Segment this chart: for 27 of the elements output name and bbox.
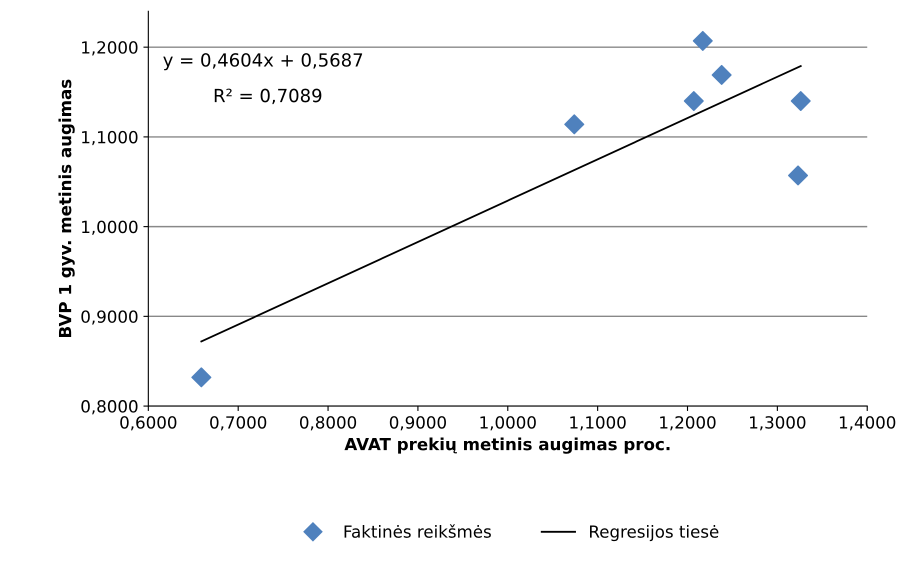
x-tick-label: 1,1000 (570, 416, 626, 430)
point (684, 90, 704, 112)
y-tick-label: 0,9000 (81, 310, 138, 325)
point (788, 165, 808, 186)
x-axis-title: AVAT prekių metinis augimas proc. (344, 437, 670, 454)
x-tick-label: 1,0000 (480, 416, 536, 430)
point (790, 90, 811, 112)
annotation: R² = 0,7089 (214, 88, 322, 104)
point (712, 64, 732, 85)
y-tick-label: 1,1000 (82, 130, 138, 146)
x-tick-label: 1,3000 (750, 416, 806, 430)
x-tick-label: 0,8000 (300, 416, 356, 430)
y-tick-label: 0,8000 (81, 400, 138, 414)
legend-label: Faktinės reikšmės (344, 524, 491, 538)
x-tick-label: 0,9000 (390, 416, 446, 430)
x-tick-label: 0,7000 (210, 416, 266, 430)
point (692, 30, 713, 51)
x-tick-label: 0,6000 (120, 416, 176, 430)
y-axis-title: BVP 1 gyv. metinis augimas (58, 80, 75, 338)
point (564, 114, 584, 134)
point (191, 367, 212, 388)
x-tick-label: 1,2000 (660, 416, 716, 430)
annotation: y = 0,4604x + 0,5687 (163, 53, 362, 70)
y-tick-label: 1,2000 (82, 41, 138, 56)
x-tick-label: 1,4000 (840, 416, 896, 430)
legend-label: Regresijos tiesė (590, 524, 718, 542)
y-tick-label: 1,0000 (82, 220, 138, 235)
